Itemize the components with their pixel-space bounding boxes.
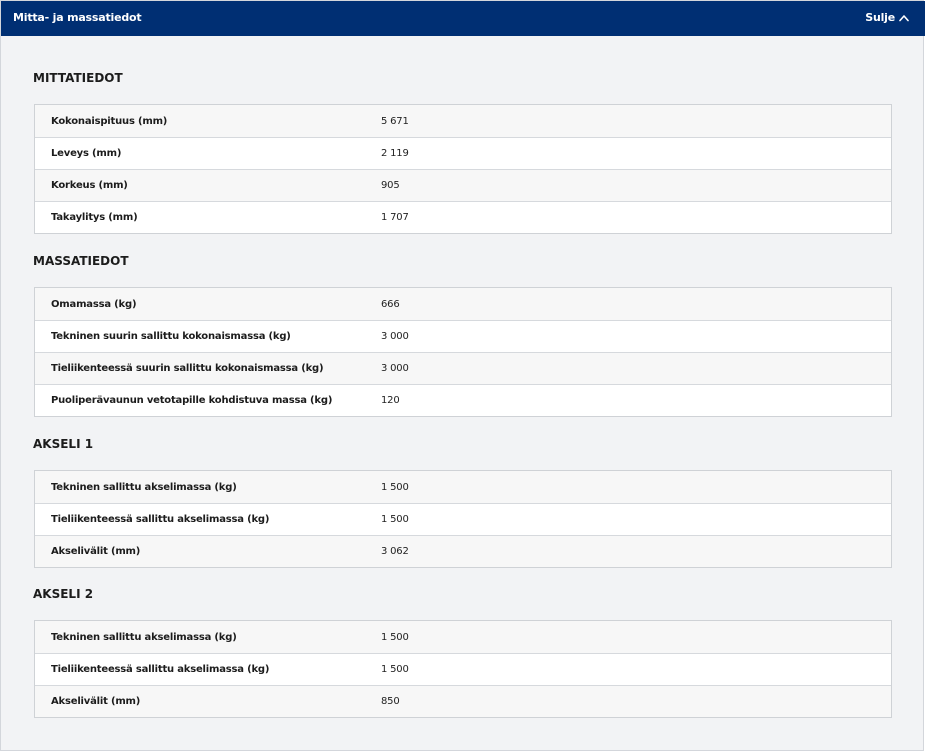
row-label: Tieliikenteessä suurin sallittu kokonais… xyxy=(51,363,324,374)
section-heading-massatiedot: MASSATIEDOT xyxy=(33,254,129,268)
table-akseli-1: Tekninen sallittu akselimassa (kg) 1 500… xyxy=(34,470,892,568)
table-row: Akselivälit (mm) 850 xyxy=(35,685,891,717)
table-row: Leveys (mm) 2 119 xyxy=(35,137,891,169)
row-value: 2 119 xyxy=(381,148,409,159)
row-label: Akselivälit (mm) xyxy=(51,546,141,557)
row-value: 905 xyxy=(381,180,400,191)
section-heading-akseli-1: AKSELI 1 xyxy=(33,437,94,451)
table-row: Takaylitys (mm) 1 707 xyxy=(35,201,891,233)
table-row: Akselivälit (mm) 3 062 xyxy=(35,535,891,567)
section-heading-akseli-2: AKSELI 2 xyxy=(33,587,94,601)
close-label: Sulje xyxy=(865,11,895,24)
row-value: 1 707 xyxy=(381,212,409,223)
close-button[interactable]: Sulje xyxy=(865,9,909,27)
row-label: Akselivälit (mm) xyxy=(51,696,141,707)
row-label: Kokonaispituus (mm) xyxy=(51,115,168,127)
row-value: 666 xyxy=(381,298,400,310)
panel-header[interactable]: Mitta- ja massatiedot Sulje xyxy=(1,1,925,36)
row-value: 1 500 xyxy=(381,631,409,643)
row-value: 3 000 xyxy=(381,363,409,374)
row-label: Puoliperävaunun vetotapille kohdistuva m… xyxy=(51,395,333,406)
table-row: Tieliikenteessä sallittu akselimassa (kg… xyxy=(35,653,891,685)
table-row: Omamassa (kg) 666 xyxy=(35,288,891,320)
table-row: Tieliikenteessä suurin sallittu kokonais… xyxy=(35,352,891,384)
table-akseli-2: Tekninen sallittu akselimassa (kg) 1 500… xyxy=(34,620,892,718)
row-label: Tekninen sallittu akselimassa (kg) xyxy=(51,481,237,493)
row-value: 3 062 xyxy=(381,546,409,557)
table-row: Tieliikenteessä sallittu akselimassa (kg… xyxy=(35,503,891,535)
row-label: Tieliikenteessä sallittu akselimassa (kg… xyxy=(51,664,270,675)
table-row: Puoliperävaunun vetotapille kohdistuva m… xyxy=(35,384,891,416)
row-label: Tieliikenteessä sallittu akselimassa (kg… xyxy=(51,514,270,525)
table-massatiedot: Omamassa (kg) 666 Tekninen suurin sallit… xyxy=(34,287,892,417)
chevron-up-icon xyxy=(899,15,909,22)
section-heading-mittatiedot: MITTATIEDOT xyxy=(33,71,123,85)
row-value: 1 500 xyxy=(381,664,409,675)
row-label: Tekninen suurin sallittu kokonaismassa (… xyxy=(51,331,291,342)
row-value: 5 671 xyxy=(381,115,409,127)
row-value: 1 500 xyxy=(381,481,409,493)
panel-title: Mitta- ja massatiedot xyxy=(13,11,142,24)
row-value: 850 xyxy=(381,696,400,707)
row-label: Leveys (mm) xyxy=(51,148,122,159)
table-row: Tekninen suurin sallittu kokonaismassa (… xyxy=(35,320,891,352)
row-label: Omamassa (kg) xyxy=(51,298,137,310)
table-row: Tekninen sallittu akselimassa (kg) 1 500 xyxy=(35,471,891,503)
table-mittatiedot: Kokonaispituus (mm) 5 671 Leveys (mm) 2 … xyxy=(34,104,892,234)
row-value: 3 000 xyxy=(381,331,409,342)
row-label: Takaylitys (mm) xyxy=(51,212,138,223)
row-value: 1 500 xyxy=(381,514,409,525)
table-row: Korkeus (mm) 905 xyxy=(35,169,891,201)
table-row: Kokonaispituus (mm) 5 671 xyxy=(35,105,891,137)
row-value: 120 xyxy=(381,395,400,406)
table-row: Tekninen sallittu akselimassa (kg) 1 500 xyxy=(35,621,891,653)
row-label: Korkeus (mm) xyxy=(51,180,128,191)
row-label: Tekninen sallittu akselimassa (kg) xyxy=(51,631,237,643)
